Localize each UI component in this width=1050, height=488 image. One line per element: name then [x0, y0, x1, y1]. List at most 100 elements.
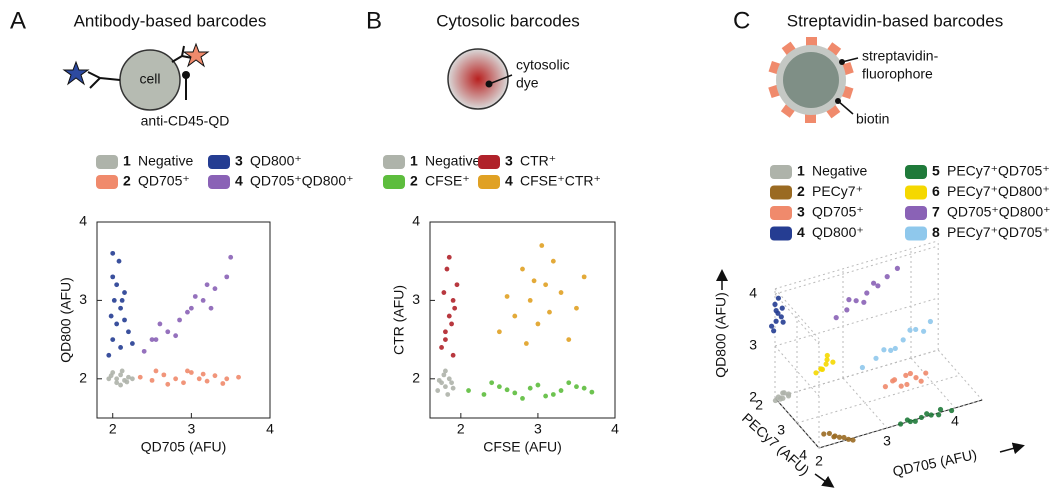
data-point: [110, 337, 116, 342]
data-point: [512, 313, 518, 319]
annotation: cell: [139, 71, 160, 87]
data-point: [550, 258, 556, 264]
data-point: [912, 418, 918, 424]
data-point: [850, 437, 856, 443]
data-point: [220, 381, 226, 386]
legend-number: 1: [123, 153, 131, 169]
data-point: [773, 318, 779, 324]
x-tick-label: 4: [266, 421, 274, 437]
data-point: [924, 411, 930, 417]
data-point: [149, 377, 155, 383]
data-point: [173, 333, 179, 339]
legend-number: 3: [235, 153, 243, 169]
x-tick-label: 4: [951, 413, 959, 429]
streptavidin-diagram: [768, 37, 859, 123]
data-point: [826, 430, 833, 437]
data-point: [824, 357, 830, 363]
legend-number: 7: [932, 204, 940, 220]
data-point: [108, 373, 114, 379]
data-point: [106, 352, 112, 358]
data-point: [443, 384, 448, 390]
z-tick-label: 4: [749, 285, 757, 301]
legend-label: PECy7⁺QD705⁺QD800⁺: [947, 224, 1050, 240]
data-point: [927, 318, 934, 325]
data-point: [224, 274, 230, 280]
legend-label: PECy7⁺QD705⁺: [947, 163, 1050, 179]
data-point: [527, 385, 533, 391]
grid-line: [910, 357, 956, 409]
data-point: [111, 298, 117, 303]
data-point: [539, 243, 545, 248]
antibody-diagram: [62, 42, 210, 111]
data-point: [450, 298, 456, 303]
data-point: [441, 372, 447, 378]
data-point: [894, 265, 901, 271]
data-point: [913, 375, 919, 381]
axis-arrow: [999, 442, 1025, 455]
y-tick-label: 4: [799, 447, 807, 463]
legend-swatch: [96, 175, 118, 189]
data-point: [452, 305, 458, 311]
x-axis-label: QD705 (AFU): [141, 439, 227, 455]
data-point: [114, 282, 120, 288]
data-point: [450, 352, 456, 358]
data-point: [566, 337, 572, 342]
data-point: [443, 368, 448, 374]
annotation: streptavidin-: [862, 48, 939, 64]
x-tick-label: 3: [883, 433, 891, 449]
data-point: [836, 434, 843, 440]
grid-line: [774, 293, 820, 345]
data-point: [236, 374, 241, 380]
annotation: biotin: [856, 111, 889, 127]
data-point: [823, 361, 829, 367]
y-tick-label: 4: [79, 213, 87, 229]
legend-number: 4: [797, 224, 805, 240]
data-point: [780, 319, 786, 325]
x-tick-label: 3: [534, 421, 542, 437]
legend-swatch: [770, 165, 792, 179]
data-point: [913, 326, 919, 333]
data-point: [543, 393, 549, 399]
data-point: [119, 368, 125, 374]
plot-frame: [96, 221, 271, 419]
legend-swatch: [383, 155, 405, 169]
data-point: [137, 374, 143, 380]
data-point: [122, 317, 127, 323]
data-point: [535, 382, 541, 388]
data-point: [208, 305, 214, 311]
legend-swatch: [770, 185, 792, 200]
data-point: [558, 388, 564, 393]
data-point: [173, 376, 179, 382]
z-axis-label: QD800 (AFU): [713, 292, 729, 378]
data-point: [114, 380, 120, 386]
data-point: [777, 396, 784, 402]
y-tick-label: 3: [412, 291, 420, 307]
data-point: [904, 417, 911, 423]
annotation: anti-CD45-QD: [141, 113, 230, 129]
data-point: [496, 384, 502, 390]
legend-number: 8: [932, 224, 940, 240]
data-point: [200, 371, 206, 377]
annotation: fluorophore: [862, 66, 933, 82]
y-axis-label: QD800 (AFU): [58, 277, 74, 363]
data-point: [861, 299, 867, 305]
x-tick-label: 2: [457, 421, 465, 437]
box-edge: [937, 349, 983, 401]
grid-line: [774, 297, 939, 347]
data-point: [126, 329, 131, 335]
grid-line: [796, 374, 961, 424]
y-tick-label: 2: [755, 397, 763, 413]
grid-line: [842, 377, 888, 429]
data-point: [832, 433, 838, 439]
data-point: [527, 298, 533, 303]
data-point: [830, 359, 836, 365]
data-point: [449, 380, 454, 386]
data-point: [888, 347, 894, 353]
data-point: [881, 347, 887, 353]
y-tick-label: 4: [412, 213, 420, 229]
x-axis-label: QD705 (AFU): [891, 446, 978, 479]
data-point: [466, 388, 471, 393]
data-point: [446, 313, 452, 319]
data-point: [126, 374, 131, 380]
data-point: [898, 421, 904, 427]
